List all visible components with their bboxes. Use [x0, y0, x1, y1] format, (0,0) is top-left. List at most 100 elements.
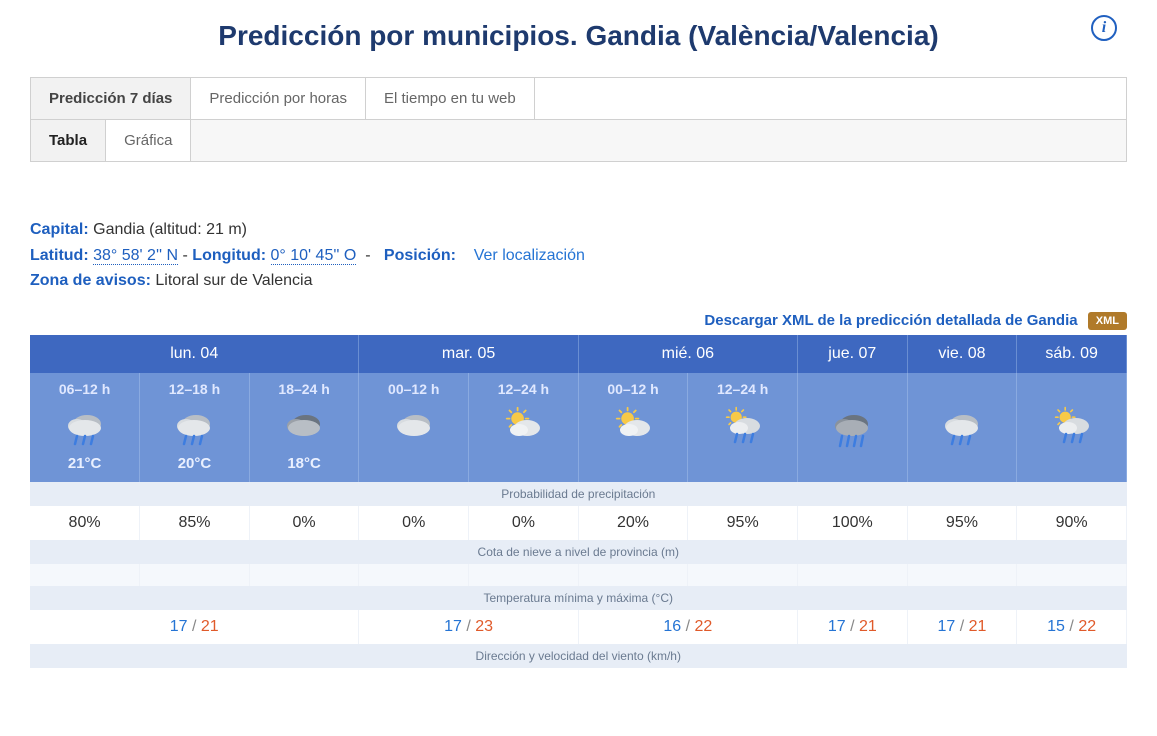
period-header: [907, 373, 1017, 482]
temp-cell: 15 / 22: [1017, 610, 1127, 644]
day-header: mié. 06: [578, 335, 797, 373]
tabs-secondary: Tabla Gráfica: [30, 119, 1127, 162]
period-header: 06–12 h 21°C: [30, 373, 140, 482]
period-hours: 12–24 h: [471, 381, 576, 397]
period-temp: [910, 455, 1015, 472]
tab-table[interactable]: Tabla: [31, 120, 106, 161]
snow-cell: [688, 564, 798, 586]
forecast-table: lun. 04mar. 05mié. 06jue. 07vie. 08sáb. …: [30, 335, 1127, 668]
weather-icon: [471, 403, 576, 449]
period-hours: 18–24 h: [252, 381, 357, 397]
temp-cell: 17 / 21: [30, 610, 359, 644]
weather-icon: [800, 403, 905, 449]
weather-icon: [252, 403, 357, 449]
precip-cell: 0%: [249, 506, 359, 540]
precip-cell: 0%: [469, 506, 579, 540]
day-header: mar. 05: [359, 335, 578, 373]
weather-icon: [142, 403, 247, 449]
wind-label: Dirección y velocidad del viento (km/h): [30, 644, 1127, 668]
xml-badge[interactable]: XML: [1088, 312, 1127, 330]
period-temp: [581, 455, 686, 472]
page-header: Predicción por municipios. Gandia (Valèn…: [30, 0, 1127, 77]
period-temp: [471, 455, 576, 472]
snow-cell: [1017, 564, 1127, 586]
period-header-row: 06–12 h 21°C 12–18 h 20°C 18–24 h 18°C 00–12 h…: [30, 373, 1127, 482]
period-hours: 06–12 h: [32, 381, 137, 397]
period-header: 12–18 h 20°C: [140, 373, 250, 482]
tab-chart[interactable]: Gráfica: [106, 120, 191, 161]
temp-cell: 17 / 21: [797, 610, 907, 644]
snow-cell: [359, 564, 469, 586]
info-icon[interactable]: i: [1091, 15, 1117, 41]
period-hours: [800, 381, 905, 397]
precip-cell: 95%: [907, 506, 1017, 540]
period-header: 12–24 h: [688, 373, 798, 482]
tab-hourly[interactable]: Predicción por horas: [191, 78, 366, 119]
period-header: 18–24 h 18°C: [249, 373, 359, 482]
snow-cell: [578, 564, 688, 586]
weather-icon: [690, 403, 795, 449]
tab-7days[interactable]: Predicción 7 días: [31, 78, 191, 119]
weather-icon: [32, 403, 137, 449]
precip-cell: 20%: [578, 506, 688, 540]
temp-cell: 17 / 23: [359, 610, 578, 644]
temp-label: Temperatura mínima y máxima (°C): [30, 586, 1127, 610]
tabs-primary: Predicción 7 días Predicción por horas E…: [30, 77, 1127, 119]
day-header: jue. 07: [797, 335, 907, 373]
tab-spacer: [191, 120, 1126, 161]
lon-value[interactable]: 0° 10' 45'' O: [271, 247, 357, 265]
snow-cell: [469, 564, 579, 586]
download-link[interactable]: Descargar XML de la predicción detallada…: [704, 312, 1077, 329]
day-header: vie. 08: [907, 335, 1017, 373]
capital-label: Capital:: [30, 221, 89, 238]
period-temp: [690, 455, 795, 472]
snow-cell: [249, 564, 359, 586]
period-hours: 00–12 h: [361, 381, 466, 397]
temp-cell: 16 / 22: [578, 610, 797, 644]
period-temp: 20°C: [142, 455, 247, 472]
tab-spacer: [535, 78, 1126, 119]
precip-cell: 80%: [30, 506, 140, 540]
snow-row: [30, 564, 1127, 586]
period-hours: 00–12 h: [581, 381, 686, 397]
lat-value[interactable]: 38° 58' 2'' N: [93, 247, 178, 265]
precip-cell: 85%: [140, 506, 250, 540]
precip-cell: 95%: [688, 506, 798, 540]
period-hours: 12–18 h: [142, 381, 247, 397]
period-temp: 21°C: [32, 455, 137, 472]
day-header: sáb. 09: [1017, 335, 1127, 373]
precip-cell: 100%: [797, 506, 907, 540]
period-header: 12–24 h: [469, 373, 579, 482]
period-header: 00–12 h: [359, 373, 469, 482]
weather-icon: [361, 403, 466, 449]
period-temp: 18°C: [252, 455, 357, 472]
tab-widget[interactable]: El tiempo en tu web: [366, 78, 535, 119]
weather-icon: [1019, 403, 1124, 449]
capital-value: Gandia (altitud: 21 m): [93, 221, 247, 238]
pos-label: Posición:: [384, 247, 456, 264]
day-header-row: lun. 04mar. 05mié. 06jue. 07vie. 08sáb. …: [30, 335, 1127, 373]
download-row: Descargar XML de la predicción detallada…: [30, 312, 1127, 329]
precip-cell: 0%: [359, 506, 469, 540]
snow-cell: [140, 564, 250, 586]
snow-cell: [797, 564, 907, 586]
precip-row: 80%85%0%0%0%20%95%100%95%90%: [30, 506, 1127, 540]
temp-row: 17 / 2117 / 2316 / 2217 / 2117 / 2115 / …: [30, 610, 1127, 644]
snow-cell: [907, 564, 1017, 586]
pos-link[interactable]: Ver localización: [474, 247, 585, 264]
period-header: 00–12 h: [578, 373, 688, 482]
period-hours: 12–24 h: [690, 381, 795, 397]
page-title: Predicción por municipios. Gandia (Valèn…: [218, 20, 938, 52]
period-temp: [800, 455, 905, 472]
period-hours: [1019, 381, 1124, 397]
day-header: lun. 04: [30, 335, 359, 373]
temp-cell: 17 / 21: [907, 610, 1017, 644]
weather-icon: [910, 403, 1015, 449]
weather-icon: [581, 403, 686, 449]
precip-label: Probabilidad de precipitación: [30, 482, 1127, 506]
period-hours: [910, 381, 1015, 397]
period-header: [797, 373, 907, 482]
zone-label: Zona de avisos:: [30, 272, 151, 289]
period-temp: [361, 455, 466, 472]
snow-label: Cota de nieve a nivel de provincia (m): [30, 540, 1127, 564]
